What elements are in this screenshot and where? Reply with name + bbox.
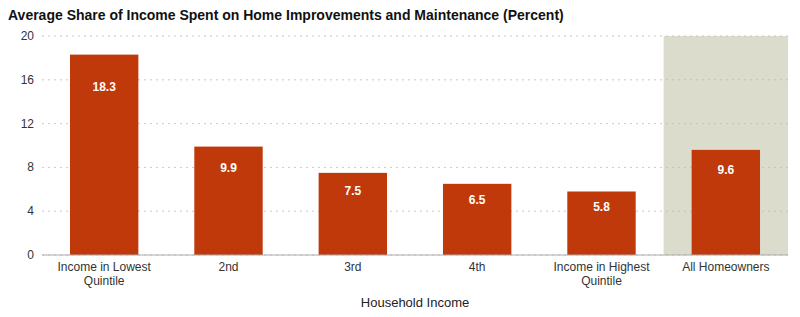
y-tick-label: 12 (21, 117, 35, 131)
grid-line (42, 255, 788, 256)
y-axis: 0 4 8 12 16 20 (21, 29, 788, 262)
data-label: 7.5 (344, 184, 361, 198)
x-tick-label: Income in LowestQuintile (57, 260, 151, 288)
chart: 0 4 8 12 16 20 18.3 9.9 7.5 6.5 5.8 9.6 Income in Lo… (0, 0, 800, 317)
bar (319, 173, 387, 255)
y-tick-label: 0 (27, 248, 34, 262)
x-tick-label: All Homeowners (682, 260, 769, 274)
y-tick-label: 8 (27, 160, 34, 174)
x-tick-label: 4th (469, 260, 486, 274)
y-tick-label: 20 (21, 29, 35, 43)
data-label: 18.3 (92, 80, 116, 94)
bar (692, 150, 760, 255)
grid-line (42, 167, 788, 168)
grid-line (42, 123, 788, 124)
y-tick-label: 4 (27, 204, 34, 218)
data-label: 9.6 (717, 163, 734, 177)
bar (70, 55, 138, 255)
x-tick-label: 3rd (344, 260, 361, 274)
x-axis-line (42, 255, 788, 256)
data-labels: 18.3 9.9 7.5 6.5 5.8 9.6 (92, 80, 734, 214)
bars (70, 55, 760, 255)
grid-line (42, 36, 788, 37)
grid-line (42, 79, 788, 80)
data-label: 5.8 (593, 200, 610, 214)
y-tick-label: 16 (21, 73, 35, 87)
bar (194, 147, 262, 255)
data-label: 6.5 (469, 193, 486, 207)
grid-line (42, 211, 788, 212)
x-axis: Income in LowestQuintile 2nd 3rd 4th Income … (57, 260, 769, 288)
bar (567, 191, 635, 255)
data-label: 9.9 (220, 161, 237, 175)
x-tick-label: 2nd (218, 260, 238, 274)
highlight-band (664, 36, 788, 255)
title: Average Share of Income Spent on Home Im… (8, 7, 564, 23)
x-tick-label: Income in HighestQuintile (553, 260, 650, 288)
x-axis-label: Household Income (361, 295, 469, 310)
bar (443, 184, 511, 255)
